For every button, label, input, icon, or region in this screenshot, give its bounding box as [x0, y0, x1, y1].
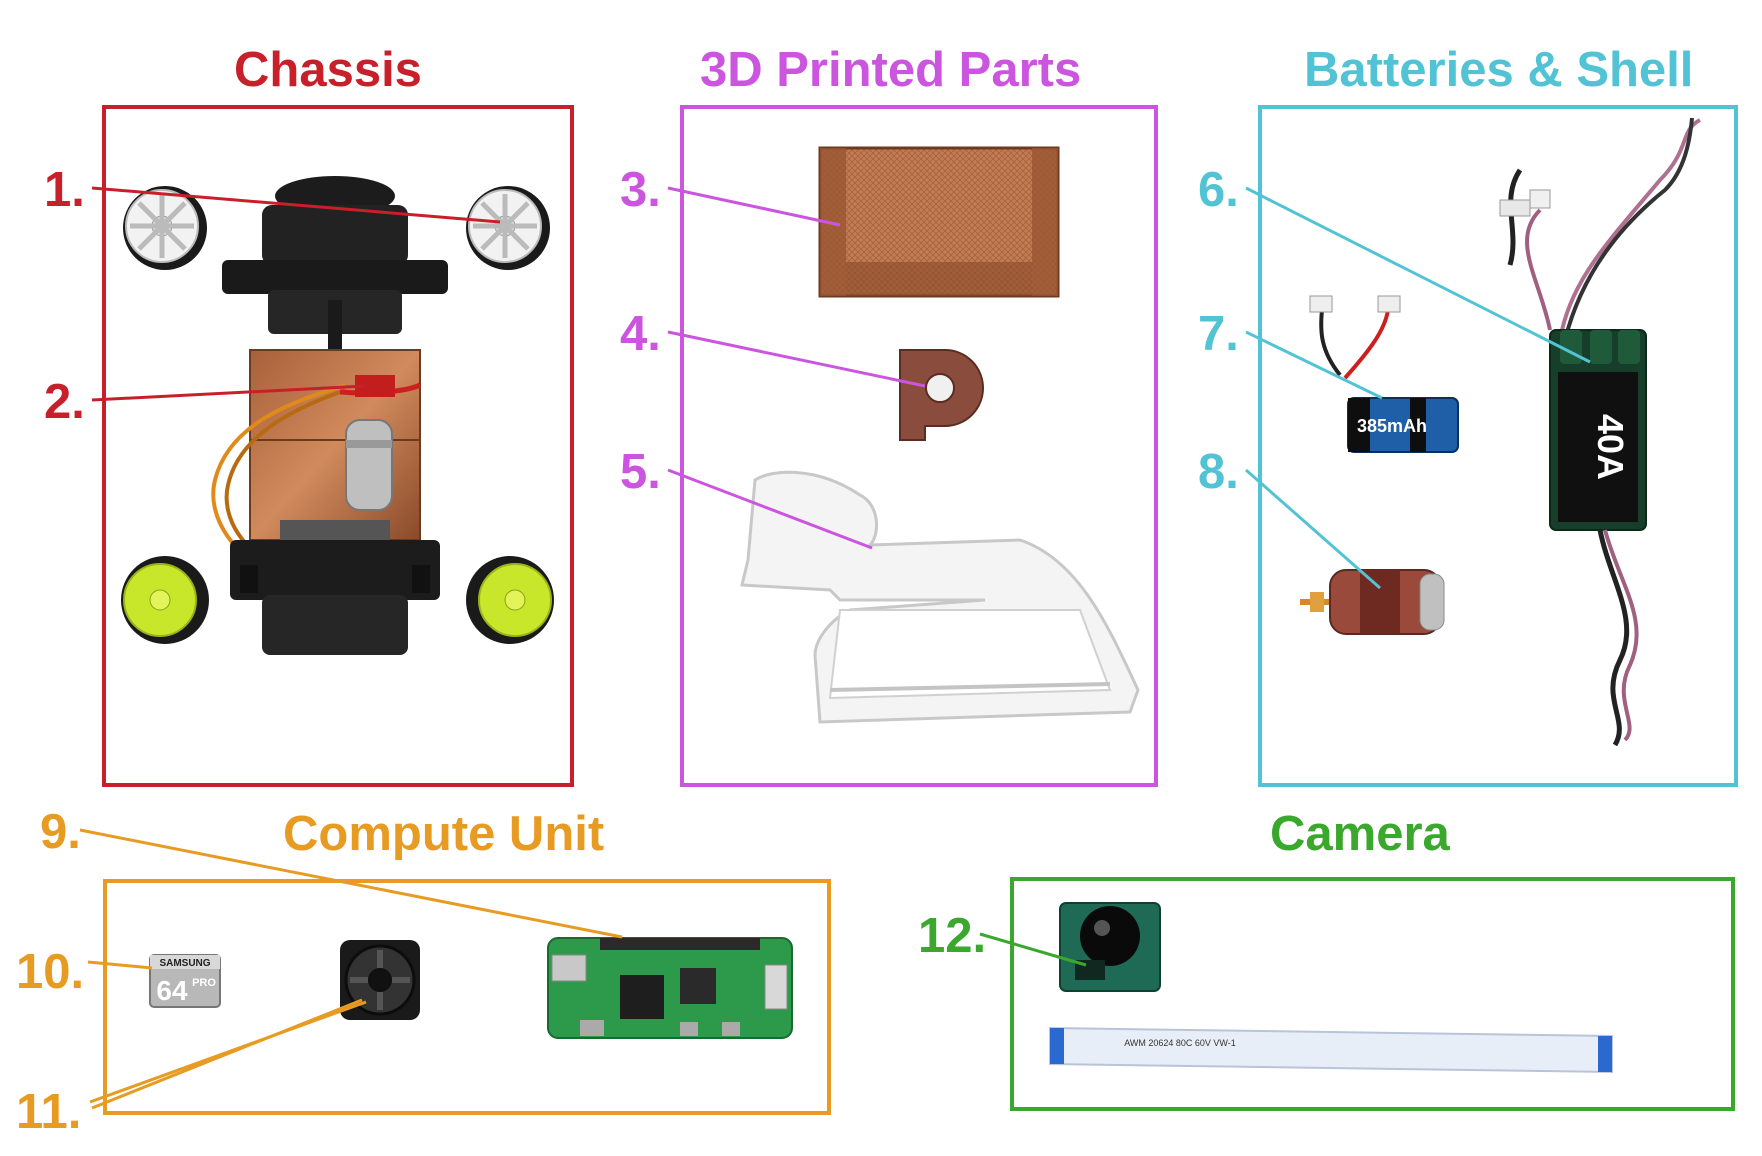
label-1: 1. [44, 163, 85, 217]
title-3d-printed-parts: 3D Printed Parts [700, 43, 1082, 97]
title-compute-unit: Compute Unit [283, 807, 605, 861]
camera-module [1059, 902, 1161, 992]
esc-controller: 40A [1499, 117, 1702, 747]
camera-box [1010, 877, 1735, 1111]
rear-right-wheel [466, 556, 554, 644]
batteries-box [1258, 105, 1738, 787]
printed-parts-box [680, 105, 1158, 787]
title-camera: Camera [1270, 807, 1450, 861]
ribbon-cable: AWM 20624 80C 60V VW-1 [1049, 1026, 1613, 1074]
front-left-wheel [123, 186, 207, 270]
car-chassis [121, 176, 554, 655]
label-4: 4. [620, 307, 661, 361]
white-shell-bracket [740, 470, 1140, 724]
title-batteries-shell: Batteries & Shell [1304, 43, 1694, 97]
label-9: 9. [40, 805, 81, 859]
label-2: 2. [44, 375, 85, 429]
brushed-motor [1300, 569, 1445, 635]
label-8: 8. [1198, 445, 1239, 499]
label-5: 5. [620, 445, 661, 499]
sd-brand: SAMSUNG [159, 958, 210, 969]
sd-series: PRO [192, 977, 216, 989]
label-7: 7. [1198, 307, 1239, 361]
label-6: 6. [1198, 163, 1239, 217]
esc-label: 40A [1590, 414, 1631, 480]
label-12: 12. [918, 909, 987, 963]
rear-left-wheel [121, 556, 209, 644]
chassis-box [102, 105, 574, 787]
ribbon-text: AWM 20624 80C 60V VW-1 [1124, 1038, 1236, 1048]
title-chassis: Chassis [234, 43, 422, 97]
battery-label: 385mAh [1357, 416, 1427, 436]
raspberry-pi-zero [547, 937, 793, 1039]
compute-box [103, 879, 831, 1115]
label-10: 10. [16, 945, 85, 999]
copper-tray [818, 146, 1060, 298]
motor-mount [899, 349, 984, 441]
lipo-battery: 385mAh [1309, 295, 1459, 453]
label-3: 3. [620, 163, 661, 217]
sd-capacity: 64 [156, 975, 188, 1006]
sd-card: SAMSUNG 64 PRO [149, 954, 221, 1008]
front-right-wheel [466, 186, 550, 270]
label-11: 11. [16, 1085, 82, 1139]
